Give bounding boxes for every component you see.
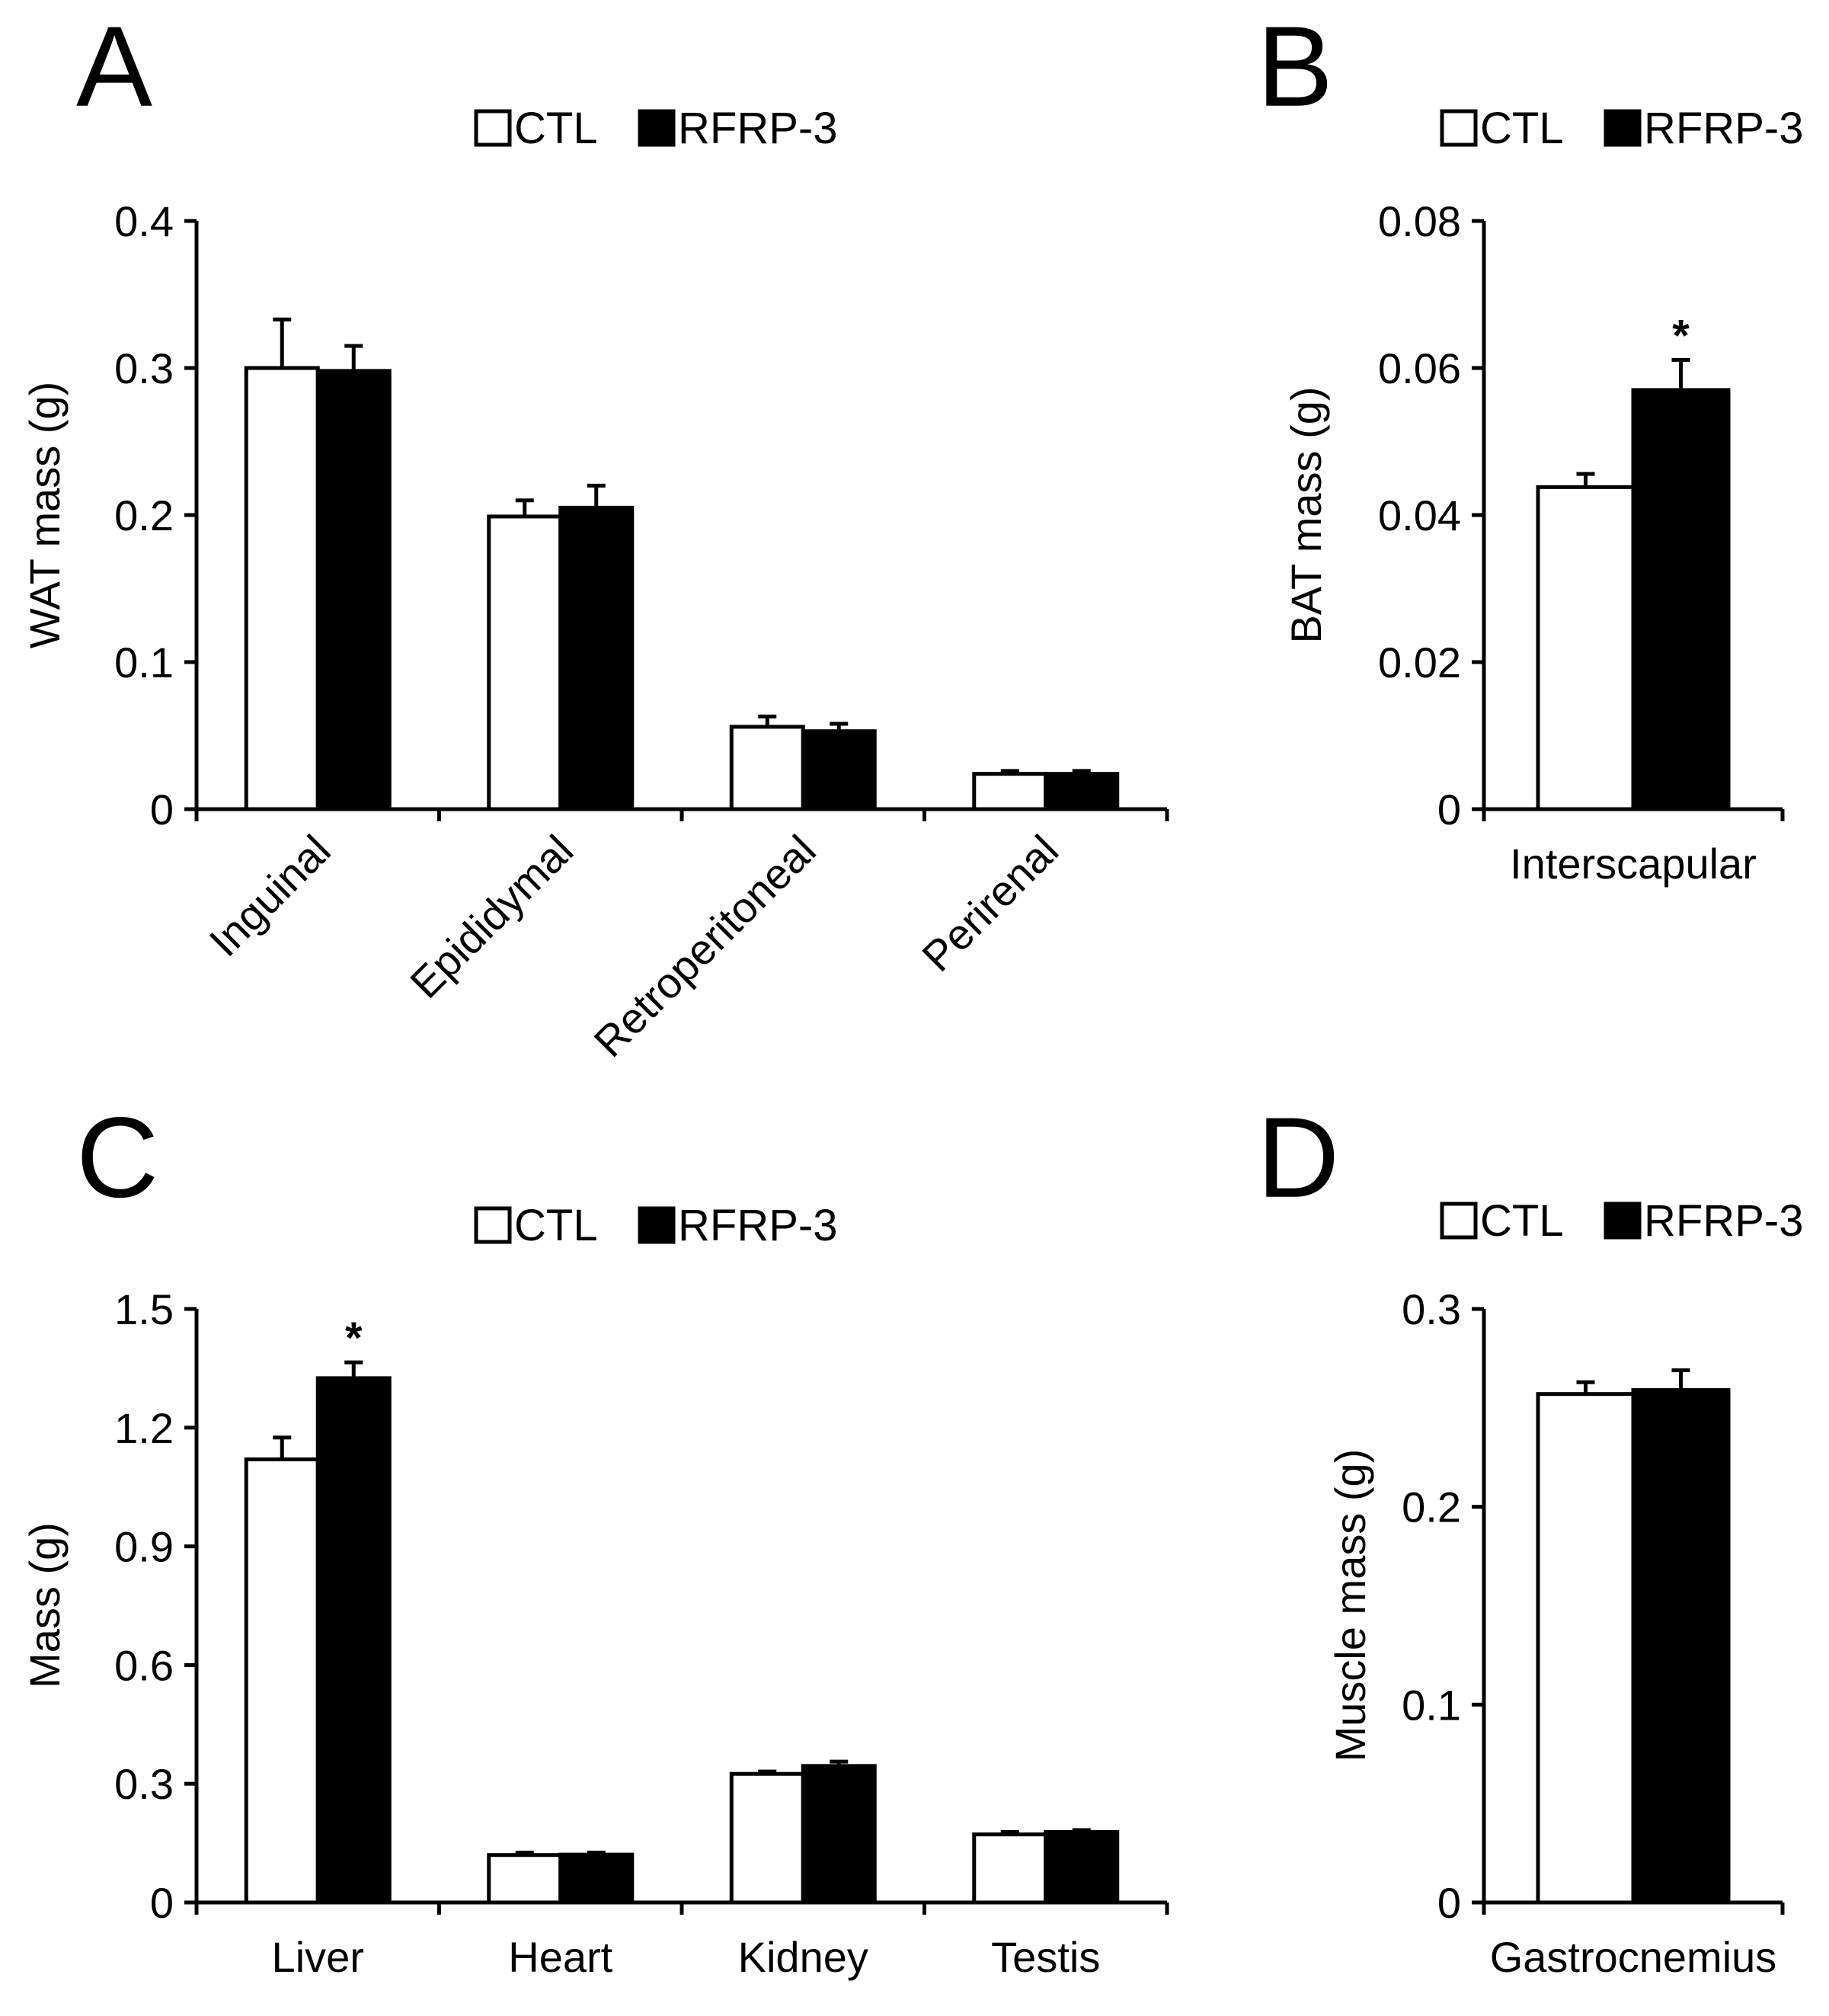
bar-ctl	[487, 1853, 563, 1905]
legend-label-ctl: CTL	[514, 104, 598, 153]
bar-rfrp3	[558, 1852, 635, 1905]
legend-label-rfrp3: RFRP-3	[678, 1201, 837, 1250]
legend-swatch-rfrp3	[1604, 109, 1642, 147]
y-tick-label: 0.3	[114, 344, 174, 392]
bar-ctl	[972, 1832, 1048, 1905]
bar-ctl	[487, 514, 563, 811]
bar-ctl	[972, 772, 1048, 811]
x-tick-label: Kidney	[738, 1933, 868, 1981]
y-tick-label: 0	[1437, 1879, 1461, 1927]
x-tick-label: Gastrocnemius	[1490, 1933, 1777, 1981]
panel-b: B CTL RFRP-3 BAT mass (g) 0 0.02 0.04 0.06 0.08 *…	[1257, 2, 1803, 888]
bar-ctl	[1536, 485, 1636, 811]
bar-ctl	[729, 725, 805, 811]
legend-swatch-ctl	[474, 1206, 512, 1244]
y-tick-label: 0.04	[1378, 491, 1461, 539]
bar-rfrp3	[1044, 1830, 1120, 1905]
panel-letter: C	[76, 1093, 158, 1221]
legend-label-ctl: CTL	[1480, 1196, 1564, 1246]
y-tick-label: 0.1	[114, 638, 174, 686]
y-tick-label: 0	[150, 786, 174, 834]
panel-letter: B	[1257, 2, 1333, 130]
y-tick-label: 0.3	[114, 1760, 174, 1808]
legend-label-ctl: CTL	[1480, 104, 1564, 153]
y-tick-label: 0	[1437, 786, 1461, 834]
y-tick-label: 0.3	[1402, 1285, 1461, 1333]
y-axis-label: Mass (g)	[21, 1522, 69, 1688]
panel-c: C CTL RFRP-3 Mass (g) 0 0.3 0.6 0.9 1.2 1.5 * Liver…	[21, 1093, 1169, 1981]
y-tick-label: 0.02	[1378, 638, 1461, 686]
bar-rfrp3	[558, 505, 635, 811]
bar-rfrp3	[1631, 388, 1731, 811]
x-tick-label: Liver	[272, 1933, 364, 1981]
y-tick-label: 0.1	[1402, 1681, 1461, 1729]
bar-rfrp3	[315, 1376, 392, 1905]
y-tick-label: 0.2	[1402, 1483, 1461, 1531]
y-tick-label: 0	[150, 1879, 174, 1927]
x-tick-label: Interscapular	[1510, 840, 1757, 888]
y-axis-label: Muscle mass (g)	[1326, 1449, 1374, 1762]
y-tick-label: 1.5	[114, 1285, 174, 1333]
x-tick-label: Heart	[508, 1933, 612, 1981]
significance-marker: *	[1672, 311, 1690, 360]
legend-swatch-ctl	[1440, 109, 1478, 147]
x-tick-label: Testis	[991, 1933, 1100, 1981]
y-tick-label: 0.6	[114, 1641, 174, 1689]
bar-ctl	[244, 366, 320, 811]
bar-ctl	[729, 1771, 805, 1905]
bar-rfrp3	[801, 1764, 877, 1905]
legend-swatch-ctl	[474, 109, 512, 147]
legend-swatch-rfrp3	[638, 1206, 676, 1244]
y-tick-label: 1.2	[114, 1404, 174, 1452]
legend-label-ctl: CTL	[514, 1201, 598, 1250]
bar-ctl	[1536, 1392, 1636, 1905]
panel-letter: A	[76, 2, 152, 130]
legend-swatch-ctl	[1440, 1202, 1478, 1240]
legend-label-rfrp3: RFRP-3	[1644, 1196, 1803, 1246]
y-tick-label: 0.4	[114, 197, 174, 245]
significance-marker: *	[345, 1314, 363, 1363]
bar-rfrp3	[315, 369, 392, 811]
y-axis-label: BAT mass (g)	[1282, 386, 1330, 643]
legend-label-rfrp3: RFRP-3	[678, 104, 837, 153]
legend-label-rfrp3: RFRP-3	[1644, 104, 1803, 153]
bar-rfrp3	[1631, 1387, 1731, 1905]
y-tick-label: 0.08	[1378, 197, 1461, 245]
y-tick-label: 0.2	[114, 491, 174, 539]
bar-ctl	[244, 1457, 320, 1905]
panel-d: D CTL RFRP-3 Muscle mass (g) 0 0.1 0.2 0.3 Gastr…	[1257, 1093, 1803, 1981]
bar-rfrp3	[1044, 772, 1120, 811]
y-axis-label: WAT mass (g)	[21, 382, 69, 649]
bar-rfrp3	[801, 729, 877, 811]
panel-letter: D	[1257, 1093, 1339, 1221]
legend-swatch-rfrp3	[1604, 1202, 1642, 1240]
legend-swatch-rfrp3	[638, 109, 676, 147]
y-tick-label: 0.9	[114, 1523, 174, 1571]
y-tick-label: 0.06	[1378, 344, 1461, 392]
